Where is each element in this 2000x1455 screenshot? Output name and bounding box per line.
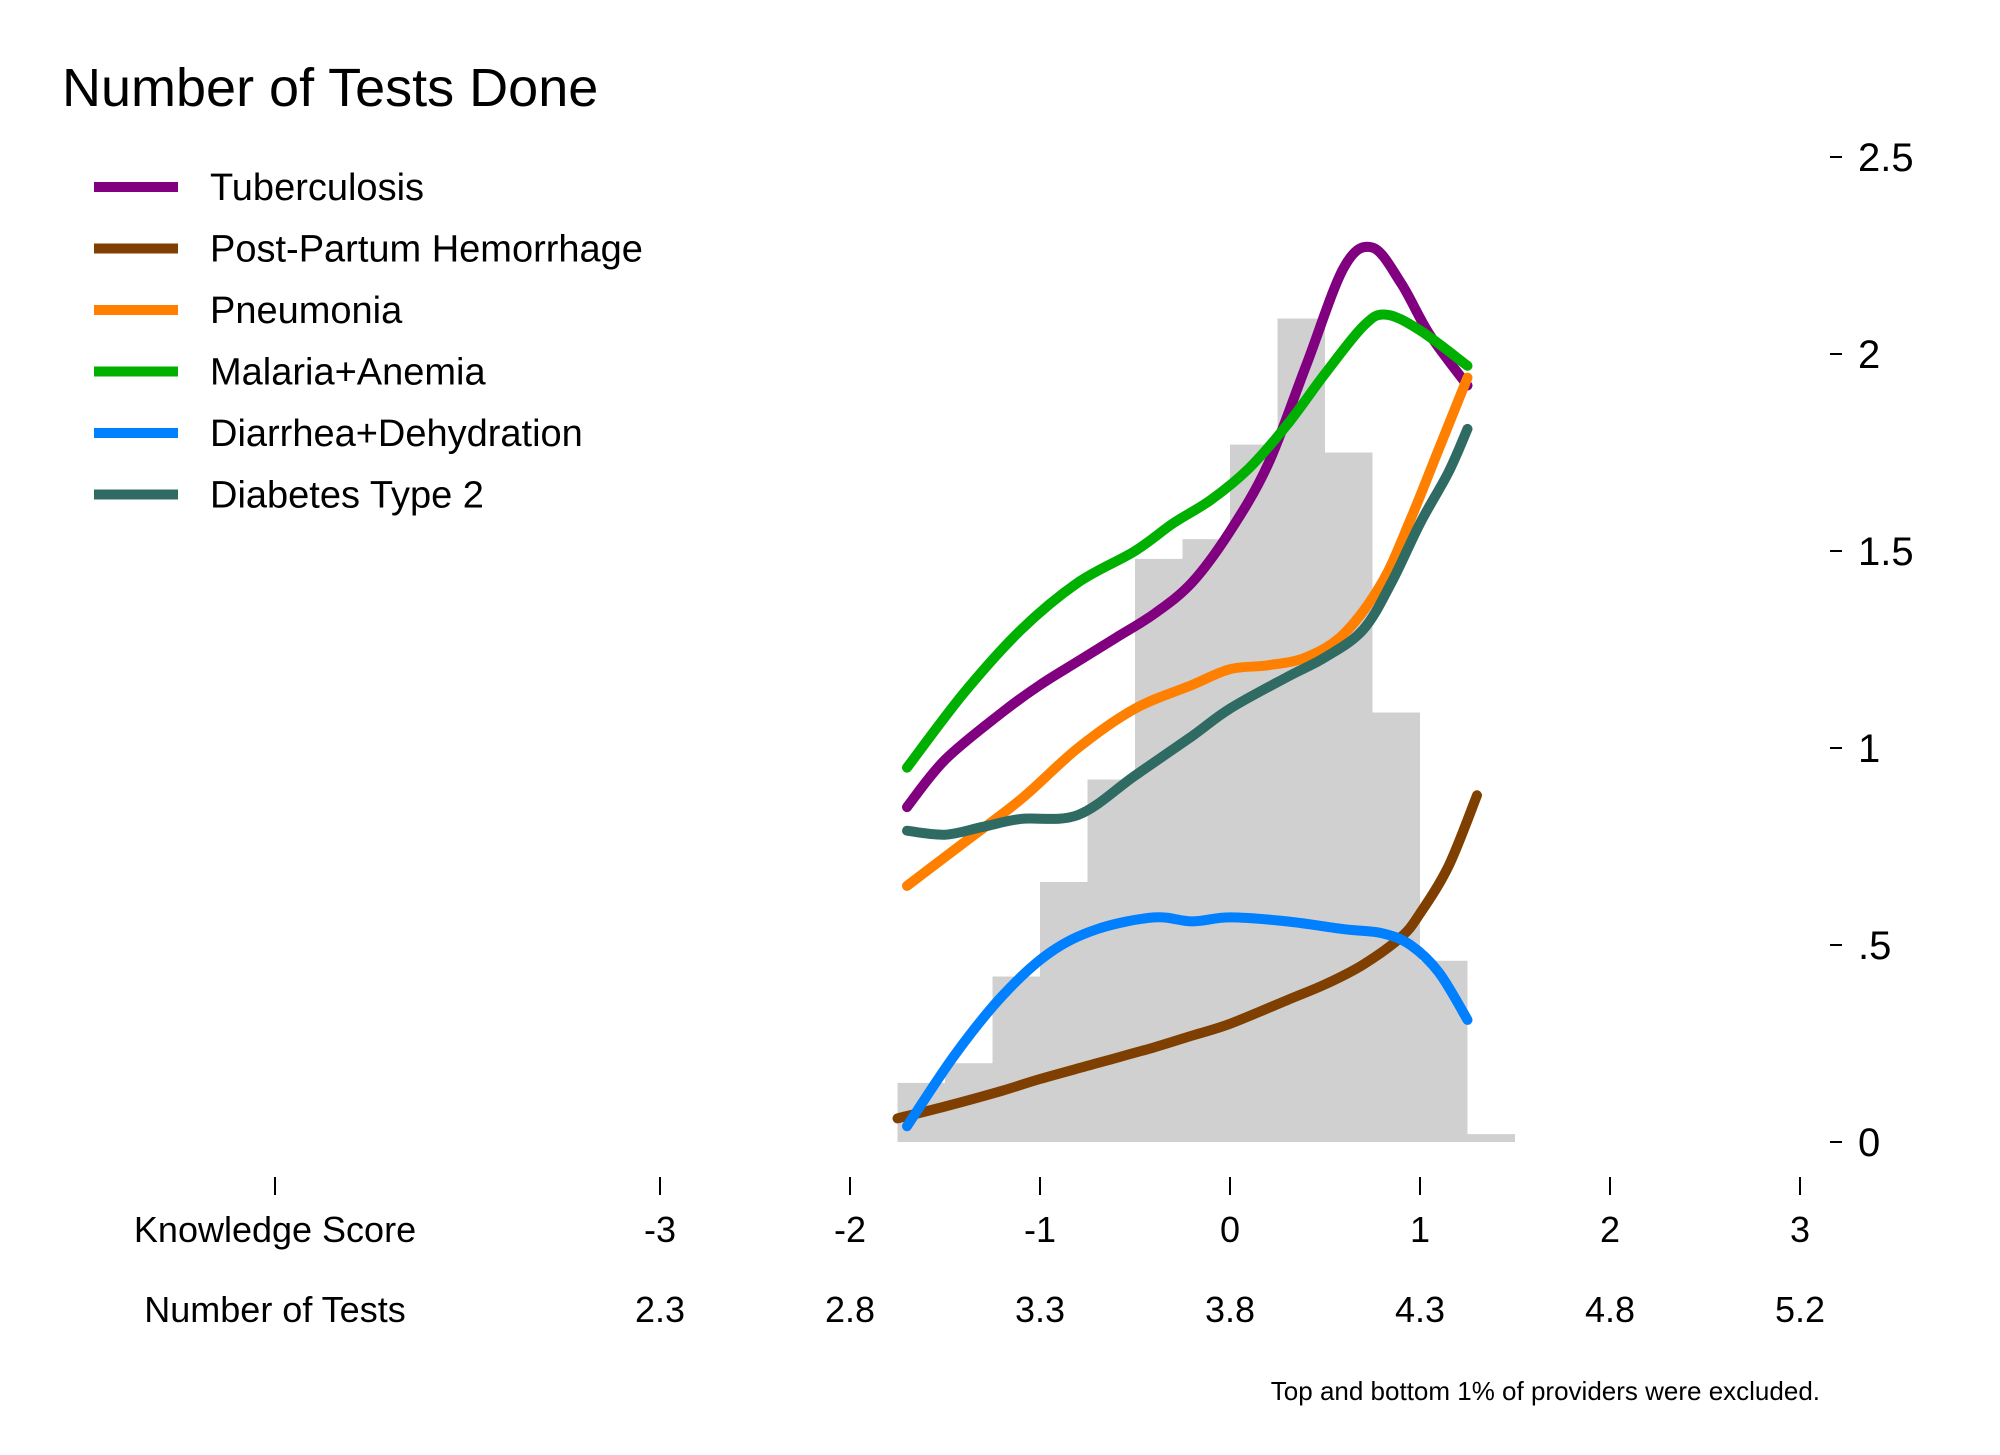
x-axis: Knowledge Score Number of Tests -3 2.3 -2 2… [134, 1177, 1825, 1330]
histogram-bar-9 [1325, 452, 1373, 1142]
y-tick-label-0: 0 [1858, 1121, 1880, 1165]
x-secondary-tick-label-5: 4.8 [1585, 1289, 1635, 1330]
x-secondary-tick-label-3: 3.8 [1205, 1289, 1255, 1330]
x-secondary-tick-label-0: 2.3 [635, 1289, 685, 1330]
x-tick-label-3: 0 [1220, 1209, 1240, 1250]
histogram-bar-11 [1420, 960, 1468, 1142]
x-secondary-tick-label-4: 4.3 [1395, 1289, 1445, 1330]
histogram-bar-8 [1277, 318, 1325, 1142]
x-tick-label-1: -2 [834, 1209, 866, 1250]
histogram-bar-3 [1040, 881, 1088, 1142]
x-tick-label-6: 3 [1790, 1209, 1810, 1250]
histogram-bar-4 [1087, 779, 1135, 1142]
histogram-bar-12 [1467, 1134, 1515, 1142]
y-tick-label-3: 1.5 [1858, 530, 1914, 574]
series-line-diarrhea-dehydration [902, 912, 1473, 1132]
series-lines [892, 241, 1482, 1132]
x-tick-label-0: -3 [644, 1209, 676, 1250]
legend-label-tuberculosis: Tuberculosis [210, 167, 424, 209]
series-line-tuberculosis [902, 241, 1473, 813]
legend-label-diabetes-type-2: Diabetes Type 2 [210, 475, 484, 517]
x-tick-label-4: 1 [1410, 1209, 1430, 1250]
series-line-diabetes-type-2 [902, 423, 1473, 840]
histogram-bar-7 [1230, 444, 1278, 1142]
x-tick-label-2: -1 [1024, 1209, 1056, 1250]
legend-label-malaria-anemia: Malaria+Anemia [210, 352, 486, 394]
x-secondary-tick-label-2: 3.3 [1015, 1289, 1065, 1330]
y-tick-label-2: 1 [1858, 727, 1880, 771]
x-secondary-axis-label: Number of Tests [144, 1289, 405, 1330]
y-tick-label-5: 2.5 [1858, 136, 1914, 180]
histogram-bar-6 [1182, 539, 1230, 1142]
series-line-pneumonia [902, 372, 1473, 891]
legend: Tuberculosis Post-Partum Hemorrhage Pneumo… [94, 167, 643, 517]
legend-label-post-partum-hemorrhage: Post-Partum Hemorrhage [210, 229, 643, 271]
series-line-malaria-anemia [902, 309, 1473, 773]
x-secondary-tick-label-6: 5.2 [1775, 1289, 1825, 1330]
y-tick-label-4: 2 [1858, 333, 1880, 377]
footnote: Top and bottom 1% of providers were excl… [1271, 1376, 1820, 1406]
x-axis-label: Knowledge Score [134, 1209, 416, 1250]
chart-title: Number of Tests Done [62, 58, 598, 118]
y-tick-label-1: .5 [1858, 924, 1891, 968]
series-line-post-partum-hemorrhage [892, 790, 1482, 1124]
legend-label-pneumonia: Pneumonia [210, 290, 403, 332]
y-axis: 0 .5 1 1.5 2 2.5 [1830, 136, 1914, 1165]
x-secondary-tick-label-1: 2.8 [825, 1289, 875, 1330]
x-tick-label-5: 2 [1600, 1209, 1620, 1250]
legend-label-diarrhea-dehydration: Diarrhea+Dehydration [210, 413, 583, 455]
